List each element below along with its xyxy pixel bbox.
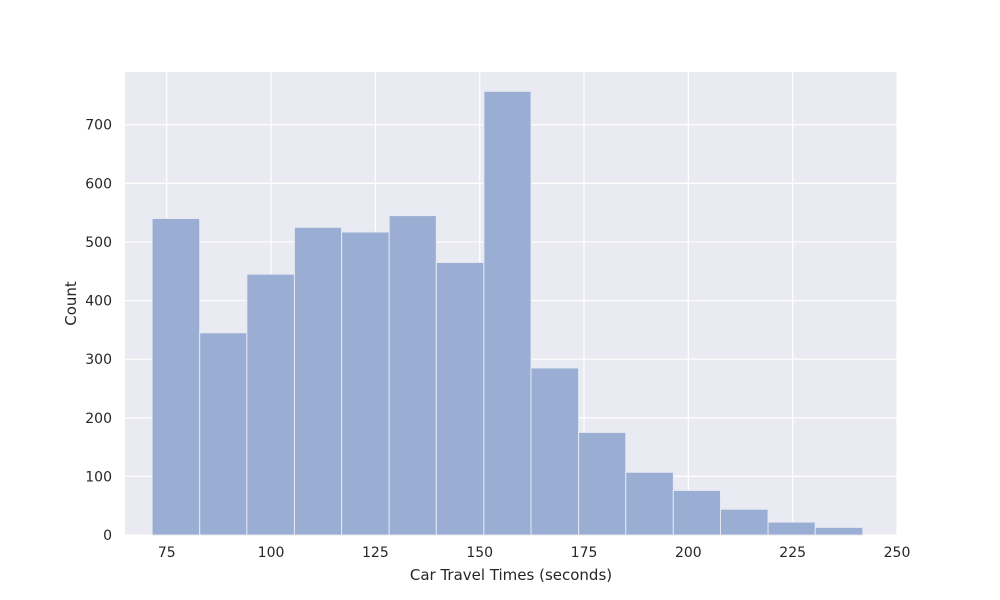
y-tick-label: 300 xyxy=(85,352,112,368)
histogram-bar xyxy=(293,226,343,536)
histogram-bar xyxy=(625,471,674,536)
x-tick-label: 225 xyxy=(779,545,806,561)
histogram-bar xyxy=(246,273,295,536)
y-tick-label: 400 xyxy=(85,294,112,310)
y-tick-label: 500 xyxy=(85,235,112,251)
histogram-bar xyxy=(151,218,201,536)
histogram-bars xyxy=(151,90,864,536)
y-tick-label: 100 xyxy=(85,469,112,485)
histogram-bar xyxy=(578,431,627,536)
y-tick-label: 200 xyxy=(85,411,112,427)
y-axis-label: Count xyxy=(62,281,80,326)
histogram-bar xyxy=(767,521,816,536)
x-tick-label: 75 xyxy=(158,545,176,561)
histogram-bar xyxy=(199,332,248,536)
x-axis-ticks: 75 100 125 150 175 200 225 250 xyxy=(158,545,911,561)
histogram-bar xyxy=(388,215,437,536)
histogram-bar xyxy=(814,526,864,536)
histogram-bar xyxy=(483,90,532,536)
x-tick-label: 200 xyxy=(675,545,702,561)
histogram-bar xyxy=(672,489,721,536)
x-tick-label: 175 xyxy=(571,545,598,561)
x-tick-label: 125 xyxy=(362,545,389,561)
x-tick-label: 100 xyxy=(258,545,285,561)
y-tick-label: 700 xyxy=(85,118,112,134)
x-axis-label: Car Travel Times (seconds) xyxy=(410,566,612,584)
y-tick-label: 600 xyxy=(85,176,112,192)
histogram-bar xyxy=(719,508,769,536)
histogram-bar xyxy=(341,231,390,536)
histogram-bar xyxy=(435,261,485,536)
y-axis-ticks: 0 100 200 300 400 500 600 700 xyxy=(85,118,112,544)
histogram-bar xyxy=(530,367,580,536)
y-tick-label: 0 xyxy=(103,528,112,544)
x-tick-label: 150 xyxy=(466,545,493,561)
x-tick-label: 250 xyxy=(884,545,911,561)
